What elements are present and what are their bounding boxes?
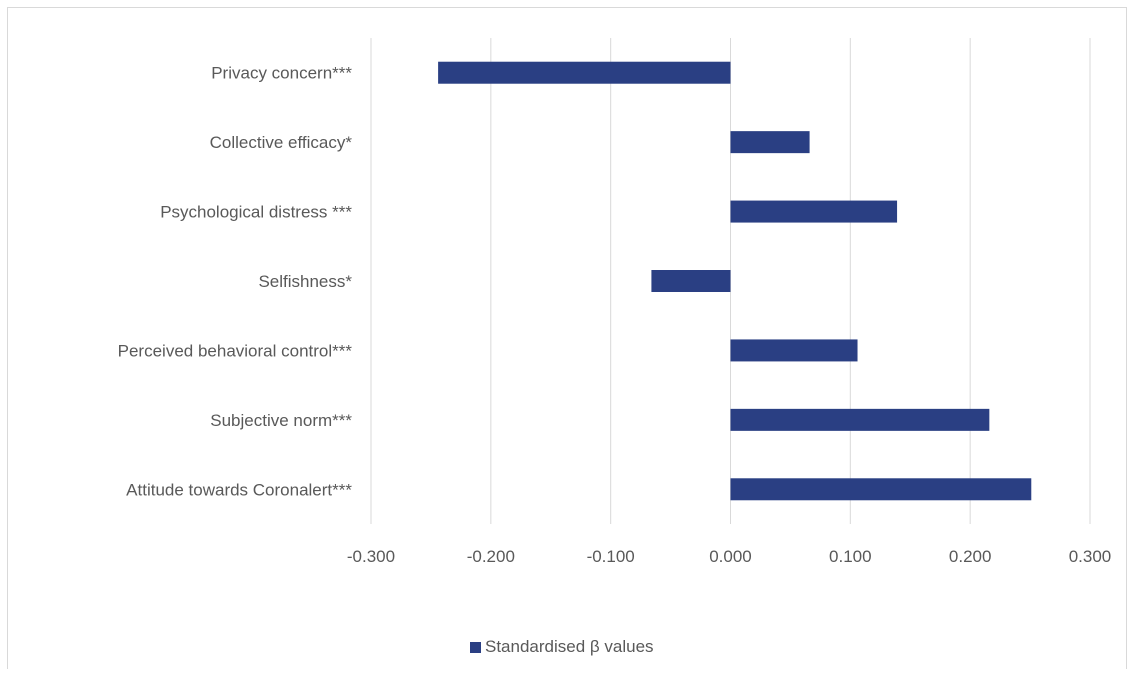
category-label: Attitude towards Coronalert*** bbox=[126, 480, 352, 499]
chart-frame bbox=[7, 7, 1127, 669]
x-tick-label: -0.300 bbox=[347, 547, 395, 566]
category-label: Subjective norm*** bbox=[210, 411, 352, 430]
x-tick-label: -0.100 bbox=[587, 547, 635, 566]
bar bbox=[730, 408, 990, 431]
x-tick-labels: -0.300 -0.200 -0.100 0.000 0.100 0.200 0.300 bbox=[347, 547, 1111, 566]
bar bbox=[438, 61, 731, 84]
bars bbox=[438, 61, 1032, 501]
x-tick-label: 0.100 bbox=[829, 547, 872, 566]
category-label: Collective efficacy* bbox=[210, 133, 353, 152]
legend: Standardised β values bbox=[470, 637, 654, 657]
bar bbox=[730, 478, 1032, 501]
legend-label: Standardised β values bbox=[485, 637, 654, 656]
bar bbox=[730, 200, 898, 223]
x-tick-label: 0.200 bbox=[949, 547, 992, 566]
category-labels: Privacy concern*** Collective efficacy* Ps… bbox=[118, 64, 353, 500]
bar bbox=[730, 339, 858, 362]
category-label: Perceived behavioral control*** bbox=[118, 341, 353, 360]
category-label: Privacy concern*** bbox=[211, 64, 352, 83]
bar bbox=[651, 270, 731, 292]
legend-swatch bbox=[470, 641, 481, 653]
bar bbox=[730, 131, 810, 154]
category-label: Selfishness* bbox=[258, 272, 352, 291]
category-label: Psychological distress *** bbox=[160, 203, 352, 222]
x-tick-label: 0.300 bbox=[1069, 547, 1112, 566]
x-tick-label: -0.200 bbox=[467, 547, 515, 566]
x-tick-label: 0.000 bbox=[709, 547, 752, 566]
